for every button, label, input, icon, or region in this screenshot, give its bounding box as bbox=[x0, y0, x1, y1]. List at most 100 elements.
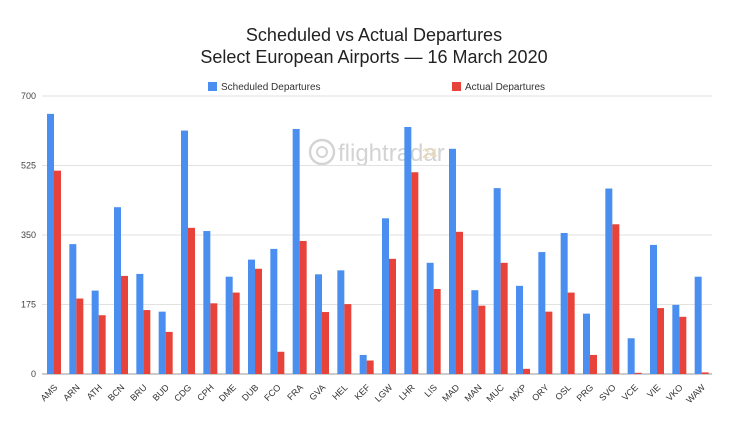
legend-label-actual: Actual Departures bbox=[465, 82, 545, 93]
bar-actual bbox=[567, 292, 575, 374]
bar-scheduled bbox=[605, 188, 613, 374]
bar-scheduled bbox=[225, 276, 233, 374]
bar-scheduled bbox=[672, 304, 680, 374]
bar-actual bbox=[188, 227, 195, 374]
bar-scheduled bbox=[181, 130, 188, 374]
legend-swatch-actual bbox=[452, 82, 461, 91]
x-tick-label: AMS bbox=[39, 382, 60, 403]
bar-actual bbox=[545, 311, 553, 374]
bar-actual bbox=[634, 372, 642, 374]
bar-actual bbox=[590, 354, 597, 374]
chart-subtitle: Select European Airports — 16 March 2020 bbox=[200, 47, 547, 67]
bar-scheduled bbox=[560, 233, 568, 374]
x-tick-label: VIE bbox=[645, 382, 662, 399]
x-tick-label: ATH bbox=[85, 382, 104, 401]
bar-scheduled bbox=[69, 244, 77, 374]
x-tick-label: MUC bbox=[485, 382, 507, 404]
bar-scheduled bbox=[404, 126, 412, 374]
bar-scheduled bbox=[315, 274, 322, 374]
bar-actual bbox=[121, 275, 128, 374]
legend: Scheduled Departures Actual Departures bbox=[208, 82, 545, 93]
bar-scheduled bbox=[538, 252, 546, 374]
bar-scheduled bbox=[158, 311, 166, 374]
bar-scheduled bbox=[382, 218, 389, 374]
x-tick-label: FRA bbox=[285, 382, 305, 402]
bar-actual bbox=[612, 224, 620, 374]
bar-scheduled bbox=[292, 128, 300, 374]
y-tick-label: 700 bbox=[21, 91, 36, 101]
gridlines bbox=[42, 95, 712, 375]
bar-scheduled bbox=[650, 244, 657, 374]
x-tick-label: WAW bbox=[684, 382, 707, 405]
bar-scheduled bbox=[203, 231, 211, 374]
x-tick-label: LHR bbox=[397, 382, 417, 402]
x-axis: AMS ARN ATH BCN BRU BUD CDG CPH DME DUB FCO FRA GVA H… bbox=[39, 382, 708, 405]
bar-actual bbox=[478, 305, 486, 374]
bar-scheduled bbox=[47, 113, 54, 374]
legend-swatch-scheduled bbox=[208, 82, 217, 91]
bars bbox=[47, 113, 709, 374]
y-axis: 0 175 350 525 700 bbox=[21, 91, 36, 379]
bar-actual bbox=[344, 304, 352, 374]
bar-actual bbox=[143, 310, 151, 374]
bar-scheduled bbox=[91, 290, 99, 374]
bar-scheduled bbox=[694, 276, 702, 374]
bar-scheduled bbox=[337, 270, 345, 374]
bar-actual bbox=[299, 240, 307, 374]
bar-scheduled bbox=[248, 259, 255, 374]
bar-actual bbox=[433, 289, 441, 374]
x-tick-label: ORY bbox=[530, 382, 551, 403]
y-tick-label: 0 bbox=[31, 369, 36, 379]
bar-actual bbox=[277, 351, 285, 374]
watermark: flightradar 24 bbox=[308, 138, 445, 167]
y-tick-label: 525 bbox=[21, 161, 36, 171]
chart-title: Scheduled vs Actual Departures bbox=[246, 25, 502, 45]
x-tick-label: ARN bbox=[61, 382, 82, 403]
bar-scheduled bbox=[359, 354, 367, 374]
bar-actual bbox=[232, 292, 240, 374]
bar-actual bbox=[255, 268, 262, 374]
bar-actual bbox=[411, 172, 419, 374]
bar-scheduled bbox=[136, 273, 144, 374]
watermark-text: flightradar bbox=[338, 140, 445, 167]
bar-scheduled bbox=[114, 207, 121, 374]
bar-scheduled bbox=[583, 313, 590, 374]
x-tick-label: PRG bbox=[575, 382, 596, 403]
watermark-number: 24 bbox=[422, 145, 438, 161]
x-tick-label: KEF bbox=[353, 382, 373, 402]
bar-actual bbox=[657, 308, 664, 374]
x-tick-label: LIS bbox=[422, 382, 439, 399]
bar-actual bbox=[500, 262, 508, 374]
x-tick-label: VKO bbox=[664, 382, 685, 403]
bar-scheduled bbox=[471, 290, 479, 374]
bar-actual bbox=[456, 231, 463, 374]
x-tick-label: MAN bbox=[463, 382, 484, 403]
x-tick-label: FCO bbox=[262, 382, 283, 403]
y-tick-label: 175 bbox=[21, 300, 36, 310]
bar-scheduled bbox=[627, 338, 635, 374]
x-tick-label: BRU bbox=[128, 382, 149, 403]
bar-actual bbox=[679, 316, 687, 374]
bar-actual bbox=[322, 312, 329, 374]
bar-actual bbox=[523, 368, 530, 374]
x-tick-label: SVO bbox=[597, 382, 618, 403]
x-tick-label: MXP bbox=[508, 382, 529, 403]
bar-actual bbox=[366, 360, 374, 374]
bar-actual bbox=[54, 170, 61, 374]
y-tick-label: 350 bbox=[21, 230, 36, 240]
x-tick-label: GVA bbox=[307, 382, 327, 402]
bar-actual bbox=[701, 372, 709, 374]
legend-label-scheduled: Scheduled Departures bbox=[221, 82, 321, 93]
x-tick-label: MAD bbox=[440, 382, 462, 404]
x-tick-label: LGW bbox=[373, 382, 395, 404]
x-tick-label: BCN bbox=[106, 382, 127, 403]
watermark-logo-inner-icon bbox=[316, 146, 328, 158]
bar-actual bbox=[98, 315, 106, 374]
bar-actual bbox=[165, 331, 173, 374]
bar-actual bbox=[76, 298, 84, 374]
bar-scheduled bbox=[449, 148, 456, 374]
bar-scheduled bbox=[426, 262, 434, 374]
x-tick-label: DUB bbox=[240, 382, 261, 403]
